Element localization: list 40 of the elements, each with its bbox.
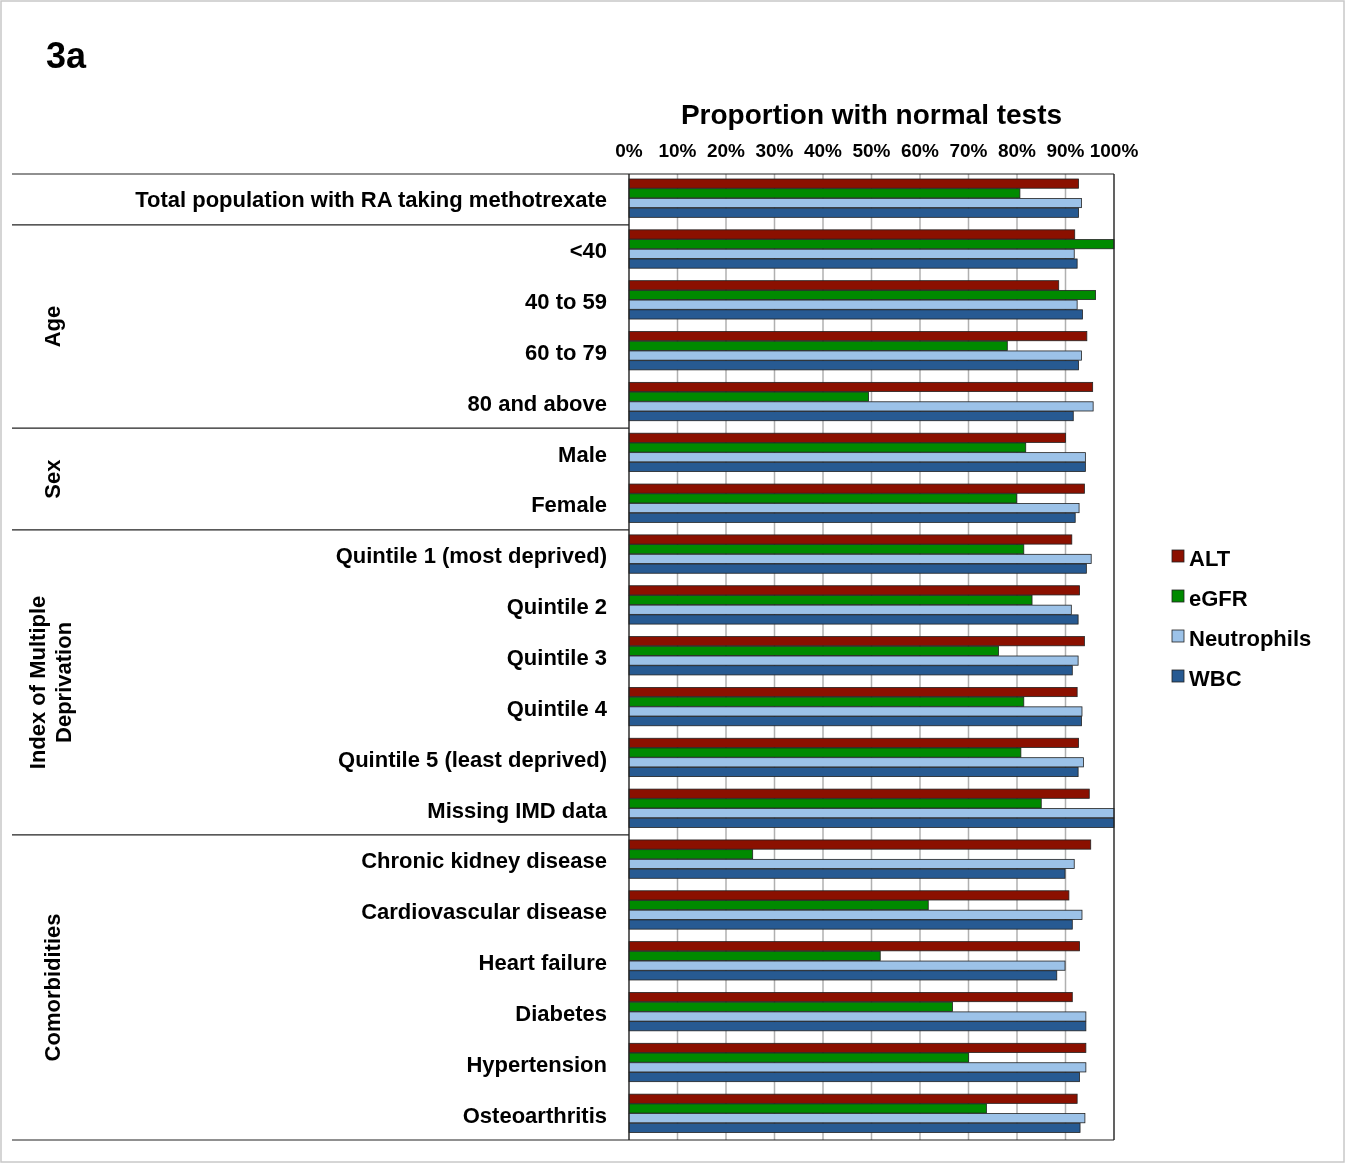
text: Comorbidities <box>40 913 65 1062</box>
legend-label: eGFR <box>1189 586 1248 611</box>
y-tick-label: Male <box>558 441 607 467</box>
text: Age <box>40 305 65 348</box>
y-tick-label: Quintile 1 (most deprived) <box>335 543 607 569</box>
x-tick-label: 100% <box>1089 140 1139 161</box>
x-tick-label: 60% <box>900 140 940 161</box>
y-tick-label: Heart failure <box>478 950 607 976</box>
x-tick-label: 20% <box>706 140 746 161</box>
x-tick-label: 40% <box>803 140 843 161</box>
y-tick-label: 60 to 79 <box>525 339 607 365</box>
x-tick-label: 70% <box>949 140 988 161</box>
y-tick-label: Quintile 4 <box>506 695 608 721</box>
y-tick-label: Missing IMD data <box>427 797 608 823</box>
legend-label: WBC <box>1189 666 1242 691</box>
x-tick-label: 10% <box>658 140 697 161</box>
text: 3a <box>46 35 88 76</box>
y-tick-label: Female <box>531 492 607 518</box>
y-tick-label: Chronic kidney disease <box>361 848 607 874</box>
y-tick-label: Osteoarthritis <box>462 1102 607 1128</box>
y-tick-label: Quintile 3 <box>506 645 607 670</box>
text: Sex <box>40 458 65 499</box>
y-tick-label: Total population with RA taking methotrexate <box>135 187 607 213</box>
text: Index of Multiple Deprivation <box>25 595 76 770</box>
y-tick-label: 80 and above <box>467 390 607 416</box>
y-tick-label: 40 to 59 <box>525 289 607 315</box>
y-tick-label: Quintile 5 (least deprived) <box>338 746 607 772</box>
y-tick-label: <40 <box>569 238 607 264</box>
x-tick-label: 80% <box>997 140 1037 161</box>
x-tick-label: 90% <box>1046 140 1085 161</box>
x-axis-title: Proportion with normal tests <box>680 99 1063 130</box>
x-tick-label: 0% <box>615 140 643 161</box>
legend-label: Neutrophils <box>1189 626 1312 651</box>
x-tick-label: 30% <box>755 140 794 161</box>
y-tick-label: Hypertension <box>466 1051 607 1077</box>
y-tick-label: Cardiovascular disease <box>361 899 607 925</box>
y-tick-label: Quintile 2 <box>506 594 607 620</box>
legend-label: ALT <box>1189 546 1231 571</box>
y-tick-label: Diabetes <box>515 1000 607 1026</box>
x-tick-label: 50% <box>852 140 891 161</box>
